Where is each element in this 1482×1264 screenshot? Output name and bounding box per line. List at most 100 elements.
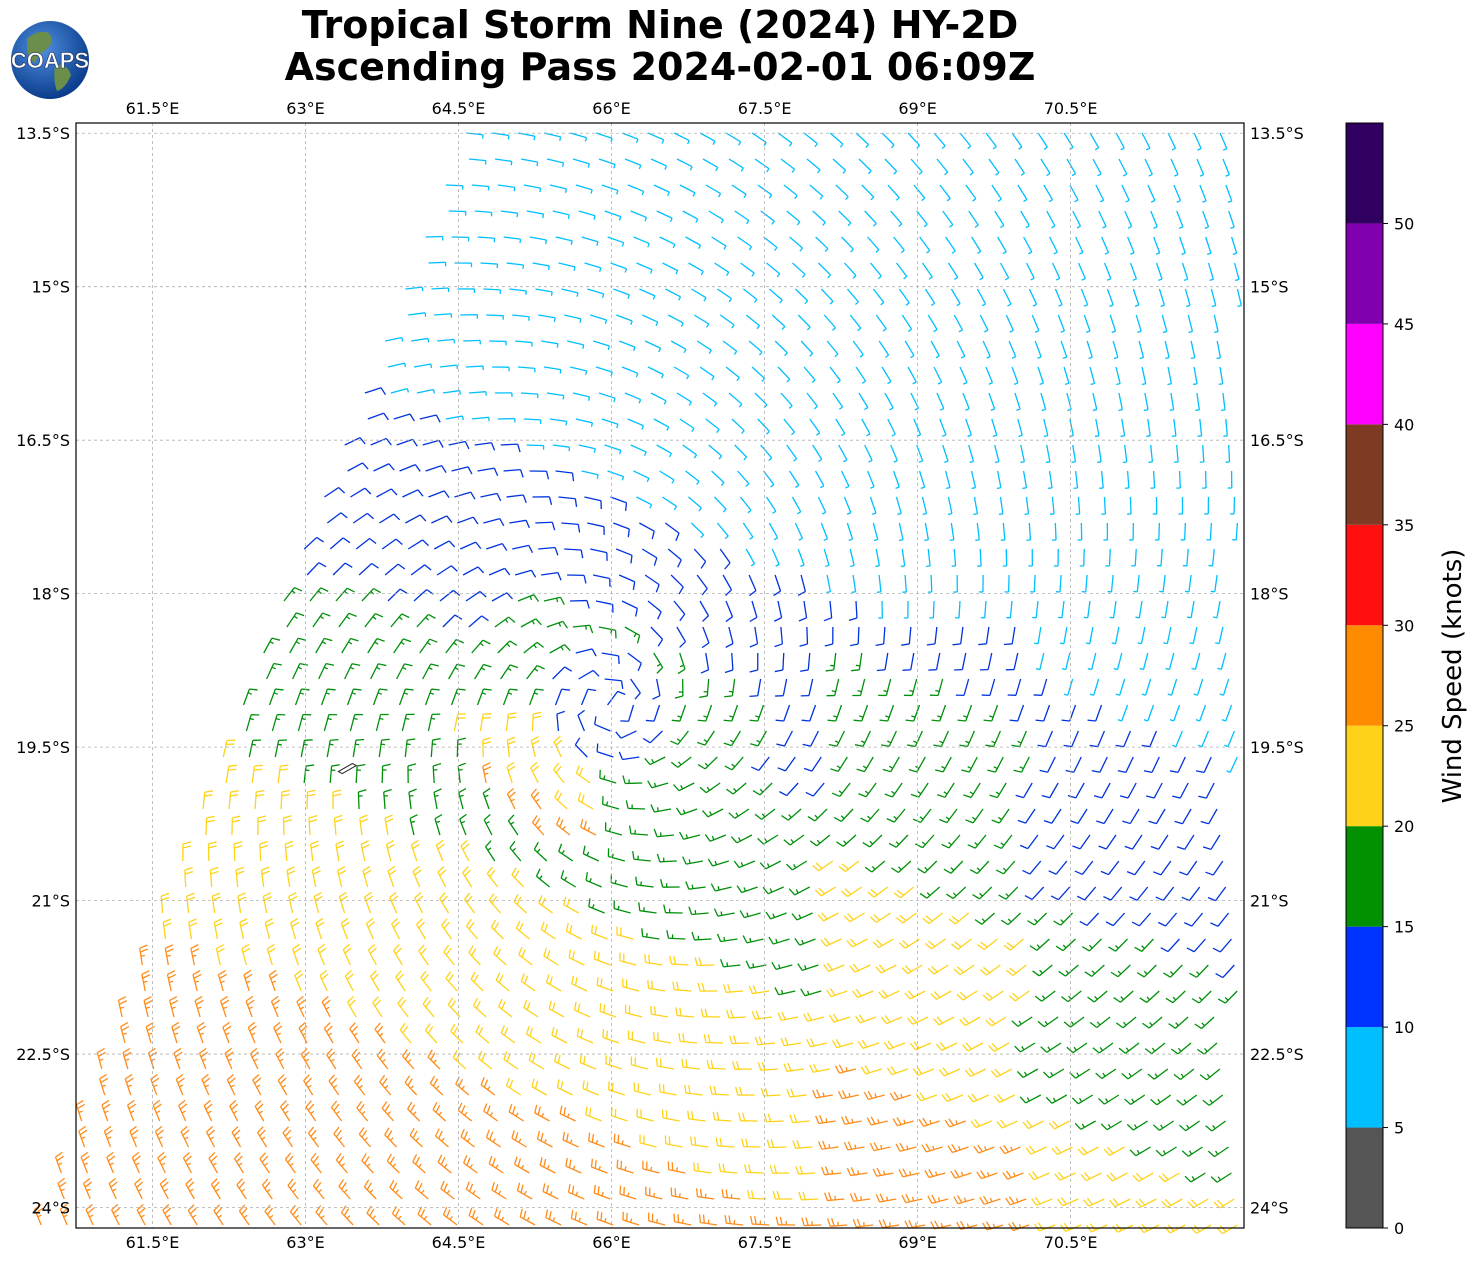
wind-barb [1028, 548, 1034, 567]
wind-barb [1016, 1068, 1039, 1078]
wind-barb [638, 902, 657, 914]
wind-barb [840, 1115, 862, 1125]
wind-barb [757, 1062, 778, 1072]
wind-barb [1220, 392, 1226, 412]
wind-barb [575, 765, 591, 784]
wind-barb [1159, 574, 1166, 593]
wind-barb [1086, 340, 1093, 360]
wind-barb [719, 314, 735, 329]
wind-barb [855, 132, 869, 148]
wind-barb [682, 856, 703, 865]
colorbar-tick-label: 30 [1394, 616, 1414, 635]
wind-barb [664, 522, 680, 541]
wind-barb [483, 517, 505, 527]
wind-barb [866, 470, 875, 489]
wind-barb [979, 652, 993, 671]
wind-barb [145, 1021, 155, 1044]
wind-barb [1075, 236, 1084, 255]
wind-barb [245, 995, 255, 1018]
wind-barb [1023, 236, 1033, 255]
wind-barb [505, 712, 517, 732]
wind-barb [506, 494, 527, 503]
wind-barb [943, 860, 964, 874]
wind-barb [613, 1133, 631, 1148]
wind-barb [520, 618, 542, 628]
wind-barb [154, 1125, 165, 1148]
wind-barb [439, 589, 461, 602]
wind-barb [824, 626, 834, 647]
wind-barb [759, 860, 782, 870]
wind-barb [260, 866, 270, 888]
wind-barb [1043, 418, 1049, 438]
wind-barb [1032, 964, 1053, 977]
wind-barb [627, 184, 645, 196]
wind-barb [398, 688, 414, 706]
wind-barb [724, 1215, 744, 1226]
wind-barb [881, 132, 895, 149]
wind-barb [959, 1016, 981, 1027]
wind-barb [858, 782, 877, 798]
wind-barb [690, 1136, 709, 1148]
wind-barb [985, 730, 1001, 748]
wind-barb [530, 736, 540, 758]
wind-barb [564, 548, 584, 559]
wind-barb [1006, 600, 1013, 619]
wind-barb [858, 158, 872, 175]
wind-barb [1057, 1197, 1079, 1207]
lon-tick-label-top: 69°E [898, 99, 936, 118]
wind-barb [1049, 496, 1055, 515]
wind-barb [268, 688, 284, 706]
wind-barb [1087, 704, 1103, 722]
wind-barb [659, 879, 680, 888]
wind-barb [1077, 1146, 1099, 1156]
wind-barb [553, 762, 565, 784]
wind-barb [749, 730, 767, 747]
wind-barb [797, 314, 811, 331]
wind-barb [965, 418, 972, 437]
wind-barb [953, 1195, 975, 1205]
wind-barb [1139, 990, 1160, 1004]
lat-tick-label-left: 19.5°S [16, 738, 70, 757]
wind-barb [639, 288, 656, 300]
lat-tick-label-left: 18°S [31, 585, 70, 604]
wind-barb [533, 841, 548, 862]
wind-barb [854, 730, 871, 747]
wind-barb [662, 496, 678, 511]
wind-barb [381, 538, 403, 550]
wind-barb [350, 487, 372, 498]
wind-barb [1081, 574, 1088, 593]
wind-barb [1202, 210, 1210, 229]
wind-barb [495, 972, 510, 992]
wind-barb [705, 418, 720, 434]
wind-barb [164, 944, 174, 966]
wind-barb [939, 808, 958, 824]
wind-barb [1232, 522, 1238, 541]
wind-barb [921, 496, 928, 516]
wind-barb [306, 562, 327, 576]
wind-barb [257, 815, 267, 836]
wind-barb [903, 600, 909, 619]
wind-barb [1025, 262, 1035, 281]
wind-barb [565, 1157, 582, 1174]
wind-barb [655, 1057, 674, 1070]
wind-barb [971, 236, 982, 255]
wind-barb [1143, 704, 1155, 722]
wind-barb [531, 1078, 548, 1096]
wind-barb [324, 486, 346, 498]
wind-barb [391, 1206, 406, 1226]
wind-barb [344, 437, 366, 446]
wind-barb [676, 392, 692, 406]
wind-barb [1103, 522, 1109, 541]
wind-barb [941, 834, 961, 849]
wind-barb [1087, 990, 1108, 1003]
wind-barb [711, 470, 725, 486]
wind-barb [518, 946, 533, 966]
wind-barb [616, 1159, 634, 1174]
wind-barb [1180, 522, 1186, 541]
wind-barb [1005, 314, 1014, 333]
wind-barb [141, 970, 151, 992]
lat-tick-label-right: 18°S [1250, 585, 1289, 604]
wind-barb [715, 1137, 735, 1148]
wind-barb [270, 995, 281, 1018]
wind-barb [529, 236, 548, 245]
